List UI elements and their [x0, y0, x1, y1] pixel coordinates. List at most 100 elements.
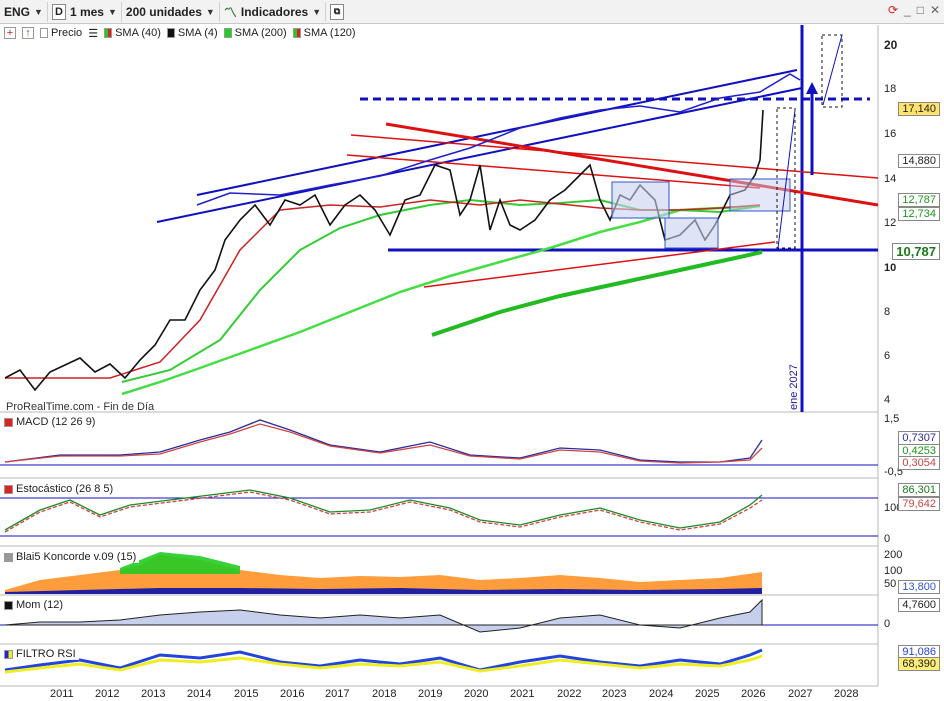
price-tick-10: 10	[884, 262, 897, 274]
koncorde-pane	[5, 552, 762, 594]
sma-a-tag: 12,787	[898, 193, 940, 207]
year-2013: 2013	[141, 688, 166, 700]
year-2019: 2019	[418, 688, 443, 700]
refresh-icon[interactable]: ⟳	[887, 3, 898, 17]
stoch-title[interactable]: Estocástico (26 8 5)	[4, 483, 117, 495]
ticker-selector[interactable]: ENG ▼	[0, 1, 48, 22]
macd-tag-1: 0,7307	[898, 431, 940, 445]
period-box[interactable]: D	[51, 3, 66, 20]
timeframe-selector[interactable]: D 1 mes ▼	[48, 1, 122, 22]
legend-sma120[interactable]: SMA (120)	[292, 27, 356, 39]
price-tick-6: 6	[884, 350, 891, 362]
rsi-filter-pane	[4, 648, 763, 674]
sma-b-tag: 12,734	[898, 207, 940, 221]
indicators-button[interactable]: 〽 Indicadores ▼	[220, 1, 327, 22]
resistance-line-1	[385, 122, 879, 207]
year-2024: 2024	[649, 688, 674, 700]
restore-icon[interactable]: □	[916, 3, 924, 17]
koncorde-tick-50: 50	[884, 578, 897, 590]
resistance-line-3	[346, 154, 761, 189]
koncorde-tick-100: 100	[884, 565, 903, 577]
sma200-line	[431, 250, 763, 337]
macd-title[interactable]: MACD (12 26 9)	[4, 416, 99, 428]
sma120-swatch-icon	[292, 28, 301, 38]
units-selector[interactable]: 200 unidades ▼	[122, 1, 220, 22]
up-arrow-icon	[806, 82, 818, 94]
price-tick-4: 4	[884, 394, 891, 406]
sma40-swatch-icon	[104, 28, 113, 38]
price-tick-18: 18	[884, 83, 897, 95]
expand-icon[interactable]: ↑	[22, 27, 34, 39]
rsi-tag-2: 68,390	[898, 657, 940, 671]
indicators-label: Indicadores	[240, 4, 309, 19]
stoch-tag-1: 86,301	[898, 483, 940, 497]
mom-swatch-icon	[4, 600, 13, 610]
stoch-tick-100: 100	[884, 502, 903, 514]
sma4-swatch-icon	[166, 28, 175, 38]
price-tick-20: 20	[884, 38, 898, 52]
legend-sma4[interactable]: SMA (4)	[166, 27, 218, 39]
consolidation-box-3	[729, 178, 791, 212]
koncorde-swatch-icon	[4, 552, 13, 562]
legend-price[interactable]: Precio	[40, 27, 82, 39]
price-tick-14: 14	[884, 173, 897, 185]
window-controls: ⟳ _ □ ✕	[888, 3, 940, 17]
chevron-down-icon: ▼	[312, 6, 322, 17]
year-2017: 2017	[325, 688, 350, 700]
legend-sma200[interactable]: SMA (200)	[223, 27, 287, 39]
price-overlays	[4, 25, 879, 412]
sma200-swatch-icon	[223, 28, 232, 38]
momentum-pane	[0, 598, 878, 633]
smoothed-price-line	[196, 73, 801, 206]
sma-red-line	[5, 199, 761, 379]
consolidation-box-2	[664, 217, 719, 249]
close-icon[interactable]: ✕	[929, 3, 940, 17]
rsi-title[interactable]: FILTRO RSI	[4, 648, 79, 660]
chevron-down-icon: ▼	[205, 6, 215, 17]
stoch-tick-0: 0	[884, 533, 891, 545]
legend-menu-icon[interactable]: ☰	[88, 27, 99, 40]
year-2025: 2025	[695, 688, 720, 700]
macd-tick-bottom: -0,5	[884, 466, 903, 478]
macd-pane	[0, 419, 878, 466]
year-2022: 2022	[557, 688, 582, 700]
channel-lower-line	[156, 87, 803, 223]
stoch-swatch-icon	[4, 484, 13, 494]
macd-swatch-icon	[4, 417, 13, 427]
support-red-line	[423, 241, 776, 288]
price-swatch-icon	[40, 28, 48, 38]
watermark-text: ProRealTime.com - Fin de Día	[6, 401, 155, 413]
mom-tick-0: 0	[884, 618, 891, 630]
mom-title[interactable]: Mom (12)	[4, 599, 67, 611]
macd-tick-top: 1,5	[884, 413, 900, 425]
last-price-tag: 17,140	[898, 102, 940, 116]
year-2014: 2014	[187, 688, 212, 700]
top-toolbar: ENG ▼ D 1 mes ▼ 200 unidades ▼ 〽 Indicadore…	[0, 0, 944, 24]
rsi-swatch-icon	[4, 649, 13, 659]
support-price-tag: 10,787	[892, 243, 940, 260]
chevron-down-icon: ▼	[34, 6, 43, 17]
ticker-label: ENG	[4, 4, 31, 19]
projection-box-2	[821, 34, 843, 108]
price-tick-12: 12	[884, 217, 897, 229]
koncorde-tick-200: 200	[884, 549, 903, 561]
year-2016: 2016	[280, 688, 305, 700]
year-2018: 2018	[372, 688, 397, 700]
projection-box-1	[776, 107, 796, 249]
price-legend: + ↑ Precio ☰ SMA (40) SMA (4) SMA (200) …	[0, 25, 362, 41]
projection-lines	[777, 34, 843, 249]
year-2021: 2021	[510, 688, 535, 700]
collapse-icon[interactable]: +	[4, 27, 16, 39]
legend-sma40[interactable]: SMA (40)	[104, 27, 161, 39]
minimize-icon[interactable]: _	[904, 3, 911, 17]
koncorde-tag: 13,800	[898, 580, 940, 594]
stoch-tag-2: 79,642	[898, 497, 940, 511]
units-label: 200 unidades	[125, 4, 202, 19]
koncorde-title[interactable]: Blai5 Koncorde v.09 (15)	[4, 551, 140, 563]
price-tick-16: 16	[884, 128, 897, 140]
resistance-line-2	[350, 134, 879, 179]
chart-settings-button[interactable]: ⧉	[326, 2, 352, 22]
chevron-down-icon: ▼	[107, 6, 117, 17]
sma40-line	[121, 198, 761, 383]
